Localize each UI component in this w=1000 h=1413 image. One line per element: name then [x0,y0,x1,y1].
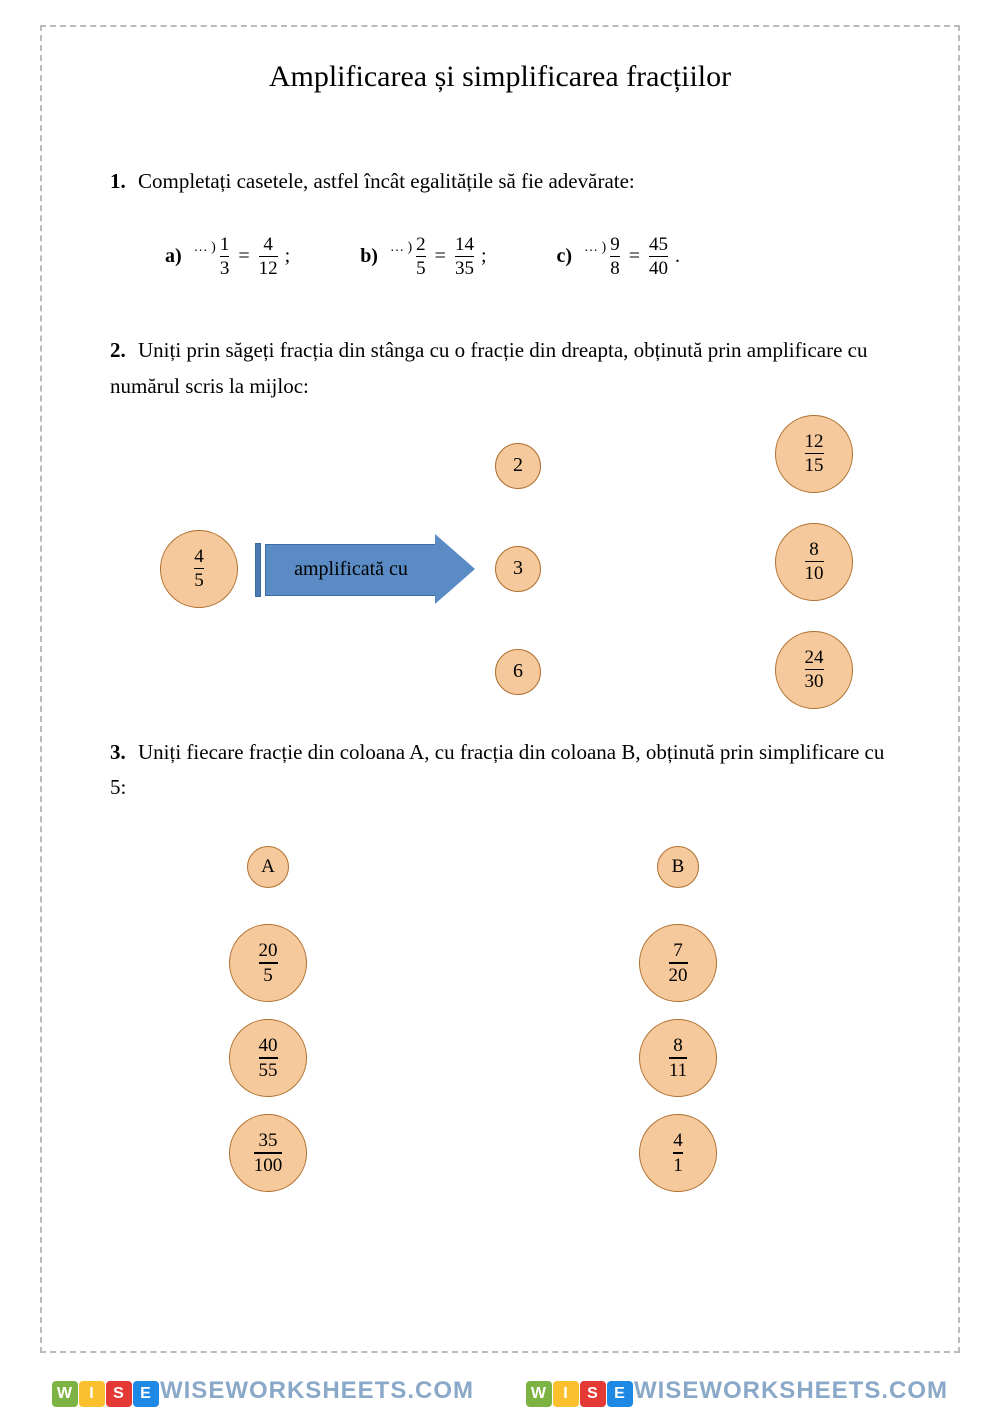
q1b-sup: … ) [390,240,412,256]
q2-left-circle: 45 [160,530,238,608]
q2-left-frac: 45 [194,547,204,591]
q2-right-2: 810 [775,523,853,601]
q1c-sup: … ) [584,240,606,256]
q1-item-b: b) … ) 25 = 1435 ; [360,235,486,279]
q1-equations: a) … ) 13 = 412 ; b) … ) 25 = 1435 ; c) … [165,235,905,279]
q1-text: Completați casetele, astfel încât egalit… [138,169,635,193]
equals: = [238,245,249,268]
q1a-label: a) [165,245,182,268]
q1a-sup: … ) [194,240,216,256]
q1a-frac1: 13 [220,235,230,279]
q1c-frac2: 4540 [649,235,668,279]
watermark: WISEWISEWORKSHEETS.COM WISEWISEWORKSHEET… [0,1377,1000,1407]
watermark-item: WISEWISEWORKSHEETS.COM [52,1377,474,1407]
q3-number: 3. [110,735,138,771]
question-1: 1.Completați casetele, astfel încât egal… [110,164,905,200]
col-a-1: 205 [229,924,307,1002]
q1c-end: . [675,245,680,268]
q2-right-3: 2430 [775,631,853,709]
q1b-frac2: 1435 [455,235,474,279]
col-a-label: A [247,846,289,888]
q1-item-a: a) … ) 13 = 412 ; [165,235,290,279]
watermark-item: WISEWISEWORKSHEETS.COM [526,1377,948,1407]
q3-text: Uniți fiecare fracție din coloana A, cu … [110,740,884,800]
q1b-frac1: 25 [416,235,426,279]
arrow-body: amplificată cu [265,544,437,596]
q2-diagram: 45 amplificată cu 2 3 6 1215 810 2430 [125,405,905,735]
question-3: 3.Uniți fiecare fracție din coloana A, c… [110,735,905,806]
arrow-label: amplificată cu [294,558,408,581]
question-2: 2.Uniți prin săgeți fracția din stânga c… [110,333,905,404]
q1b-label: b) [360,245,378,268]
q2-mid-1: 2 [495,443,541,489]
q1c-label: c) [557,245,573,268]
col-a-2: 4055 [229,1019,307,1097]
arrow-stripe [255,543,261,597]
equals: = [435,245,446,268]
q1a-frac2: 412 [259,235,278,279]
arrow-head-icon [435,534,475,604]
q2-mid-3: 6 [495,649,541,695]
worksheet-content: Amplificarea și simplificarea fracțiilor… [95,60,905,1266]
q1-number: 1. [110,164,138,200]
page-title: Amplificarea și simplificarea fracțiilor [95,60,905,94]
col-b-label: B [657,846,699,888]
q2-right-1: 1215 [775,415,853,493]
q2-text: Uniți prin săgeți fracția din stânga cu … [110,338,867,398]
q1b-end: ; [481,245,487,268]
q3-columns: A 205 4055 35100 B 720 811 41 [95,846,905,1266]
q2-number: 2. [110,333,138,369]
col-b-3: 41 [639,1114,717,1192]
q1a-end: ; [285,245,291,268]
q1-item-c: c) … ) 98 = 4540 . [557,235,681,279]
col-b-2: 811 [639,1019,717,1097]
q2-mid-2: 3 [495,546,541,592]
col-b-1: 720 [639,924,717,1002]
q1c-frac1: 98 [610,235,620,279]
equals: = [629,245,640,268]
col-a-3: 35100 [229,1114,307,1192]
